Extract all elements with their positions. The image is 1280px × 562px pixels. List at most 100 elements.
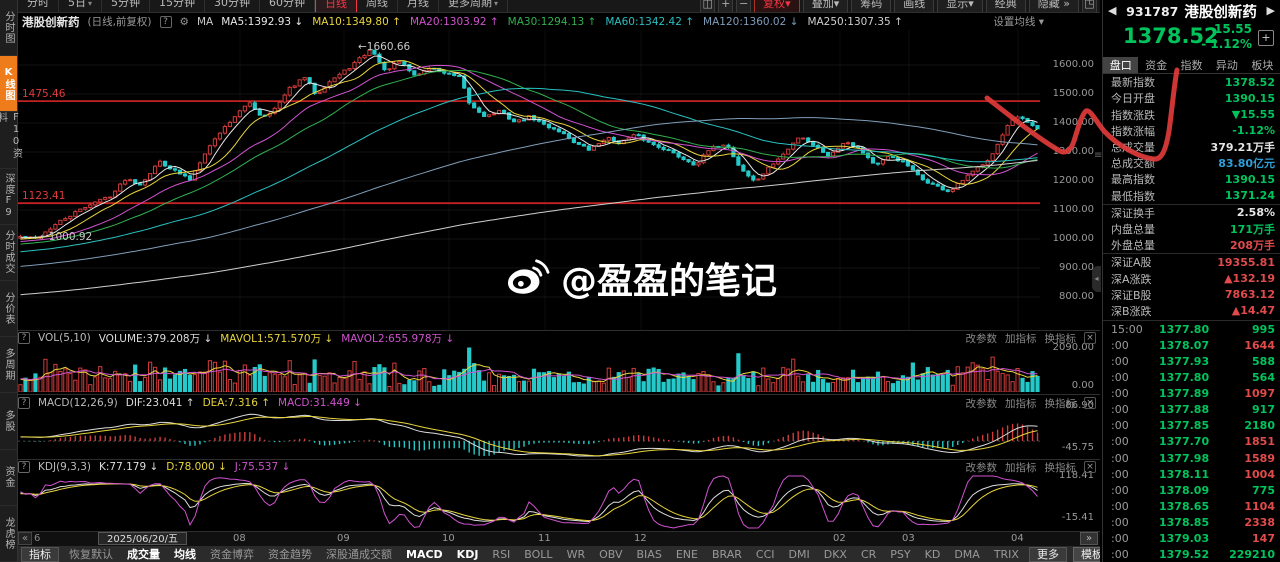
indicator-toolbar-item-11[interactable]: WR: [566, 547, 586, 561]
indicator-toolbar-item-10[interactable]: BOLL: [524, 547, 553, 561]
trade-time: :00: [1111, 354, 1129, 368]
fullscreen-icon[interactable]: ◳: [1082, 0, 1097, 12]
indicator-toolbar-item-22[interactable]: DMA: [954, 547, 980, 561]
toolbar-button-2[interactable]: 筹码: [851, 0, 892, 12]
sidebar-item-9[interactable]: 龙虎榜: [0, 506, 17, 562]
sidebar-item-1[interactable]: K线图: [0, 56, 17, 113]
toolbar-button-5[interactable]: 经典: [985, 0, 1026, 12]
indicator-toolbar-item-20[interactable]: PSY: [890, 547, 911, 561]
period-tab-0[interactable]: 分时: [18, 0, 59, 12]
help-icon[interactable]: ?: [159, 15, 172, 28]
indicator-toolbar-item-6[interactable]: 深股通成交额: [326, 548, 392, 561]
period-tab-9[interactable]: 更多周期 ▾: [439, 0, 509, 12]
sidebar-item-6[interactable]: 多周期: [0, 337, 17, 394]
indicator-toolbar-item-25[interactable]: 模板: [1072, 546, 1100, 562]
sidebar-item-4[interactable]: 分时成交: [0, 225, 17, 282]
volume-chart[interactable]: [18, 346, 1040, 392]
candlestick-chart[interactable]: [18, 30, 1040, 330]
pane-control-1[interactable]: 加指标: [1005, 332, 1037, 345]
prev-symbol-icon[interactable]: ◀: [1108, 4, 1117, 17]
pane-control-0[interactable]: 改参数: [965, 332, 998, 345]
pane-control-1[interactable]: 加指标: [1005, 397, 1037, 410]
indicator-toolbar-item-16[interactable]: CCI: [755, 547, 775, 561]
period-tab-8[interactable]: 月线: [398, 0, 440, 12]
quote-tab-2[interactable]: 指数: [1180, 59, 1203, 72]
quote-tab-0[interactable]: 盘口: [1103, 57, 1139, 73]
period-tab-6[interactable]: 日线: [315, 0, 358, 12]
trade-price: 1378.65: [1159, 499, 1210, 513]
trade-time: :00: [1111, 483, 1129, 497]
scroll-right-button[interactable]: »: [1080, 532, 1098, 545]
quote-tab-3[interactable]: 异动: [1215, 59, 1238, 72]
help-icon[interactable]: ?: [18, 397, 30, 409]
period-tab-5[interactable]: 60分钟: [260, 0, 316, 12]
mini-tool-button-1[interactable]: +: [718, 0, 734, 12]
indicator-toolbar-item-1[interactable]: 恢复默认: [69, 548, 113, 561]
date-label-box[interactable]: 2025/06/20/五: [98, 532, 188, 545]
panel-collapse-handle[interactable]: ◂: [1092, 266, 1101, 292]
pane-control-2[interactable]: 换指标: [1044, 461, 1077, 474]
indicator-toolbar-item-15[interactable]: BRAR: [711, 547, 742, 561]
mini-tool-button-2[interactable]: −: [736, 0, 752, 12]
indicator-toolbar-item-23[interactable]: TRIX: [993, 547, 1019, 561]
pane-control-2[interactable]: 换指标: [1044, 397, 1077, 410]
period-tab-label: 日线: [325, 0, 348, 10]
gear-icon[interactable]: ⚙: [179, 15, 189, 28]
pane-control-0[interactable]: 改参数: [965, 397, 998, 410]
kdj-chart[interactable]: [18, 475, 1040, 529]
pane-control-2[interactable]: 换指标: [1044, 332, 1077, 345]
sidebar-item-5[interactable]: 分价表: [0, 281, 17, 338]
indicator-toolbar-item-2[interactable]: 成交量: [127, 548, 160, 561]
indicator-toolbar-item-9[interactable]: RSI: [492, 547, 511, 561]
mini-tool-button-0[interactable]: ◫: [700, 0, 716, 12]
field-label: 深证换手: [1111, 206, 1155, 220]
indicator-toolbar-item-13[interactable]: BIAS: [636, 547, 662, 561]
toolbar-button-4[interactable]: 显示▾: [937, 0, 983, 12]
help-icon[interactable]: ?: [18, 332, 30, 344]
close-icon[interactable]: ×: [1084, 461, 1096, 473]
toolbar-button-6[interactable]: 隐藏 »: [1028, 0, 1079, 12]
sidebar-item-8[interactable]: 资金: [0, 450, 17, 506]
date-tick: 02: [833, 533, 846, 544]
indicator-toolbar-item-17[interactable]: DMI: [788, 547, 810, 561]
indicator-toolbar-item-4[interactable]: 资金博弈: [210, 548, 254, 561]
sidebar-item-7[interactable]: 多股: [0, 393, 17, 450]
period-tab-1[interactable]: 5日 ▾: [59, 0, 103, 12]
indicator-toolbar-item-5[interactable]: 资金趋势: [268, 548, 312, 561]
period-tab-3[interactable]: 15分钟: [150, 0, 206, 12]
indicator-toolbar-item-12[interactable]: OBV: [599, 547, 623, 561]
sidebar-item-0[interactable]: 分时图: [0, 0, 17, 57]
help-icon[interactable]: ?: [18, 461, 30, 473]
indicator-toolbar-item-0[interactable]: 指标: [21, 546, 59, 562]
period-tab-4[interactable]: 30分钟: [205, 0, 261, 12]
ma-settings-button[interactable]: 设置均线 ▾: [993, 14, 1044, 29]
toolbar-button-0[interactable]: 复权▾: [754, 0, 800, 12]
indicator-toolbar-item-21[interactable]: KD: [924, 547, 941, 561]
chart-header: 港股创新药 (日线,前复权) ? ⚙ MA MA5:1392.93 ↓ MA10:…: [18, 13, 1100, 30]
sidebar-item-2[interactable]: F10资料: [0, 112, 22, 169]
indicator-toolbar-item-14[interactable]: ENE: [675, 547, 698, 561]
scroll-left-button[interactable]: «: [18, 532, 32, 545]
macd-chart[interactable]: [18, 411, 1040, 457]
indicator-toolbar-item-7[interactable]: MACD: [406, 547, 443, 561]
period-tab-7[interactable]: 周线: [357, 0, 399, 12]
pane-control-0[interactable]: 改参数: [965, 461, 998, 474]
sidebar-item-3[interactable]: 深度F9: [0, 169, 17, 225]
indicator-toolbar-item-19[interactable]: CR: [860, 547, 877, 561]
indicator-toolbar-item-18[interactable]: DKX: [823, 547, 847, 561]
next-symbol-icon[interactable]: ▶: [1266, 4, 1275, 17]
quote-tab-1[interactable]: 资金: [1145, 59, 1168, 72]
close-icon[interactable]: ×: [1084, 397, 1096, 409]
quote-field-row: 最低指数 1371.24: [1103, 187, 1280, 205]
quote-tab-4[interactable]: 板块: [1251, 59, 1274, 72]
indicator-toolbar-item-3[interactable]: 均线: [174, 548, 196, 561]
indicator-toolbar-item-8[interactable]: KDJ: [456, 547, 479, 561]
pane-control-1[interactable]: 加指标: [1005, 461, 1037, 474]
indicator-toolbar-item-24[interactable]: 更多: [1028, 546, 1067, 562]
close-icon[interactable]: ×: [1084, 332, 1096, 344]
toolbar-button-3[interactable]: 画线: [894, 0, 935, 12]
trade-price: 1377.80: [1159, 322, 1210, 336]
toolbar-button-1[interactable]: 叠加▾: [802, 0, 849, 12]
add-watchlist-button[interactable]: +: [1258, 30, 1274, 46]
period-tab-2[interactable]: 5分钟: [102, 0, 151, 12]
